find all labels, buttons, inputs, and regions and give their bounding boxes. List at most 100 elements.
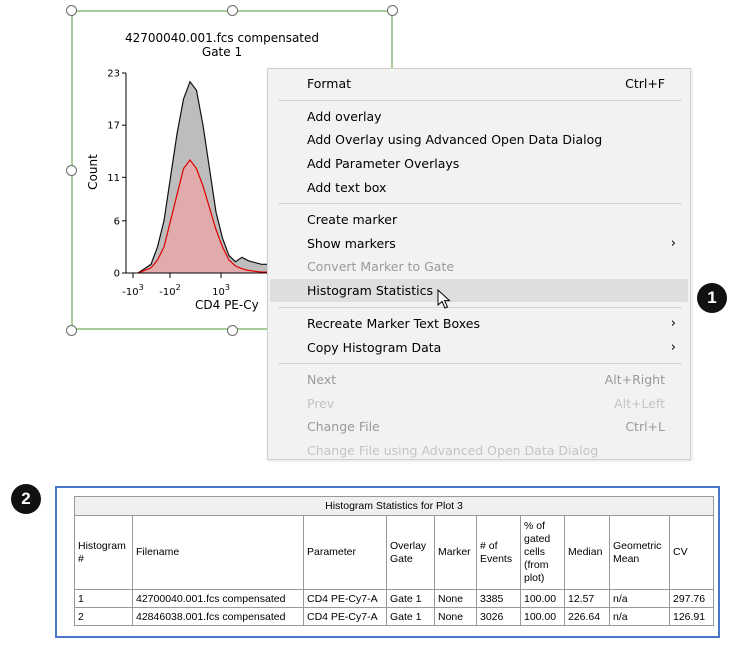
menu-item-add-overlay-advanced[interactable]: Add Overlay using Advanced Open Data Dia… <box>268 128 690 151</box>
table-header-row: Histogram # Filename Parameter Overlay G… <box>74 515 714 590</box>
x-tick-label: -102 <box>159 283 180 298</box>
menu-item-format[interactable]: Format Ctrl+F <box>268 72 690 95</box>
table-cell: Gate 1 <box>386 589 435 608</box>
y-tick-label: 11 <box>107 173 120 184</box>
column-header-cv: CV <box>669 515 714 590</box>
table-cell: 42846038.001.fcs compensated <box>132 607 304 626</box>
menu-item-histogram-statistics[interactable]: Histogram Statistics <box>270 279 688 302</box>
resize-handle-bottom-left[interactable] <box>66 325 77 336</box>
table-row: 2 42846038.001.fcs compensated CD4 PE-Cy… <box>74 607 714 626</box>
menu-item-label: Add text box <box>307 180 387 195</box>
menu-separator <box>278 203 682 204</box>
resize-handle-top-left[interactable] <box>66 5 77 16</box>
menu-item-copy-histogram-data[interactable]: Copy Histogram Data › <box>268 336 690 359</box>
menu-item-label: Copy Histogram Data <box>307 340 442 355</box>
menu-item-next: Next Alt+Right <box>268 368 690 391</box>
histogram-statistics-table: Histogram Statistics for Plot 3 Histogra… <box>74 496 714 626</box>
submenu-arrow-icon: › <box>670 340 676 355</box>
y-axis-label: Count <box>86 154 100 190</box>
menu-item-shortcut: Alt+Left <box>614 396 665 411</box>
y-tick-label: 6 <box>114 216 120 227</box>
column-header-events: # of Events <box>476 515 521 590</box>
table-cell: None <box>434 589 477 608</box>
x-tick-label: -103 <box>122 283 143 298</box>
submenu-arrow-icon: › <box>670 316 676 331</box>
histogram-series-red-fill <box>138 160 268 273</box>
menu-separator <box>278 100 682 101</box>
menu-item-label: Convert Marker to Gate <box>307 259 455 274</box>
histogram-series-group <box>137 80 268 274</box>
menu-item-add-text-box[interactable]: Add text box <box>268 176 690 199</box>
resize-handle-bottom-center[interactable] <box>227 325 238 336</box>
table-cell: n/a <box>609 607 670 626</box>
menu-item-shortcut: Alt+Right <box>604 372 665 387</box>
column-header-median: Median <box>564 515 610 590</box>
table-cell: 100.00 <box>520 607 565 626</box>
menu-separator <box>278 307 682 308</box>
column-header-histogram: Histogram # <box>74 515 133 590</box>
table-cell: 42700040.001.fcs compensated <box>132 589 304 608</box>
plot-title: 42700040.001.fcs compensated Gate 1 <box>74 31 370 59</box>
context-menu: Format Ctrl+F Add overlay Add Overlay us… <box>267 68 691 460</box>
menu-item-label: Change File using Advanced Open Data Dia… <box>307 443 599 458</box>
column-header-percent-gated: % of gated cells (from plot) <box>520 515 565 590</box>
table-cell: 3385 <box>476 589 521 608</box>
table-cell: 12.57 <box>564 589 610 608</box>
menu-item-label: Add overlay <box>307 109 382 124</box>
resize-handle-middle-left[interactable] <box>66 165 77 176</box>
table-cell: Gate 1 <box>386 607 435 626</box>
callout-badge-2: 2 <box>11 484 41 514</box>
table-cell: 3026 <box>476 607 521 626</box>
table-cell: n/a <box>609 589 670 608</box>
histogram-statistics-panel: Histogram Statistics for Plot 3 Histogra… <box>55 486 720 638</box>
menu-item-label: Add Parameter Overlays <box>307 156 460 171</box>
plot-title-line-1: 42700040.001.fcs compensated <box>124 31 320 45</box>
table-cell: 2 <box>74 607 133 626</box>
menu-item-label: Create marker <box>307 212 398 227</box>
table-row: 1 42700040.001.fcs compensated CD4 PE-Cy… <box>74 589 714 608</box>
submenu-arrow-icon: › <box>670 236 676 251</box>
resize-handle-top-right[interactable] <box>387 5 398 16</box>
plot-title-line-2: Gate 1 <box>201 45 243 59</box>
menu-item-convert-marker-to-gate: Convert Marker to Gate <box>268 255 690 278</box>
y-tick-label: 0 <box>114 269 120 280</box>
y-tick-label: 17 <box>107 121 120 132</box>
column-header-overlay-gate: Overlay Gate <box>386 515 435 590</box>
menu-item-add-overlay[interactable]: Add overlay <box>268 105 690 128</box>
y-ticks-group: 0 6 11 17 23 <box>107 69 126 280</box>
table-cell: 126.91 <box>669 607 714 626</box>
menu-item-shortcut: Ctrl+L <box>625 419 665 434</box>
x-ticks-group: -103 -102 103 <box>122 273 230 298</box>
menu-item-label: Histogram Statistics <box>307 283 433 298</box>
menu-item-show-markers[interactable]: Show markers › <box>268 232 690 255</box>
menu-separator <box>278 363 682 364</box>
table-cell: CD4 PE-Cy7-A <box>303 607 387 626</box>
histogram-chart: 0 6 11 17 23 -103 -102 103 Count CD4 PE-Cy <box>86 69 280 312</box>
menu-item-add-parameter-overlays[interactable]: Add Parameter Overlays <box>268 152 690 175</box>
menu-item-recreate-marker-text-boxes[interactable]: Recreate Marker Text Boxes › <box>268 312 690 335</box>
table-cell: 1 <box>74 589 133 608</box>
callout-badge-1: 1 <box>697 283 727 313</box>
column-header-parameter: Parameter <box>303 515 387 590</box>
table-cell: 100.00 <box>520 589 565 608</box>
column-header-marker: Marker <box>434 515 477 590</box>
menu-item-change-file-advanced: Change File using Advanced Open Data Dia… <box>268 439 690 459</box>
resize-handle-top-center[interactable] <box>227 5 238 16</box>
table-cell: CD4 PE-Cy7-A <box>303 589 387 608</box>
x-tick-label: 103 <box>212 283 230 298</box>
histogram-series-red-line <box>137 158 268 274</box>
table-cell: 297.76 <box>669 589 714 608</box>
menu-item-label: Format <box>307 76 352 91</box>
menu-item-label: Prev <box>307 396 335 411</box>
menu-item-change-file: Change File Ctrl+L <box>268 415 690 438</box>
menu-item-create-marker[interactable]: Create marker <box>268 208 690 231</box>
menu-item-label: Next <box>307 372 337 387</box>
menu-item-label: Add Overlay using Advanced Open Data Dia… <box>307 132 603 147</box>
menu-item-label: Recreate Marker Text Boxes <box>307 316 480 331</box>
menu-item-prev: Prev Alt+Left <box>268 392 690 415</box>
table-cell: 226.64 <box>564 607 610 626</box>
menu-item-label: Show markers <box>307 236 396 251</box>
column-header-filename: Filename <box>132 515 304 590</box>
column-header-geometric-mean: Geometric Mean <box>609 515 670 590</box>
y-tick-label: 23 <box>107 69 120 80</box>
